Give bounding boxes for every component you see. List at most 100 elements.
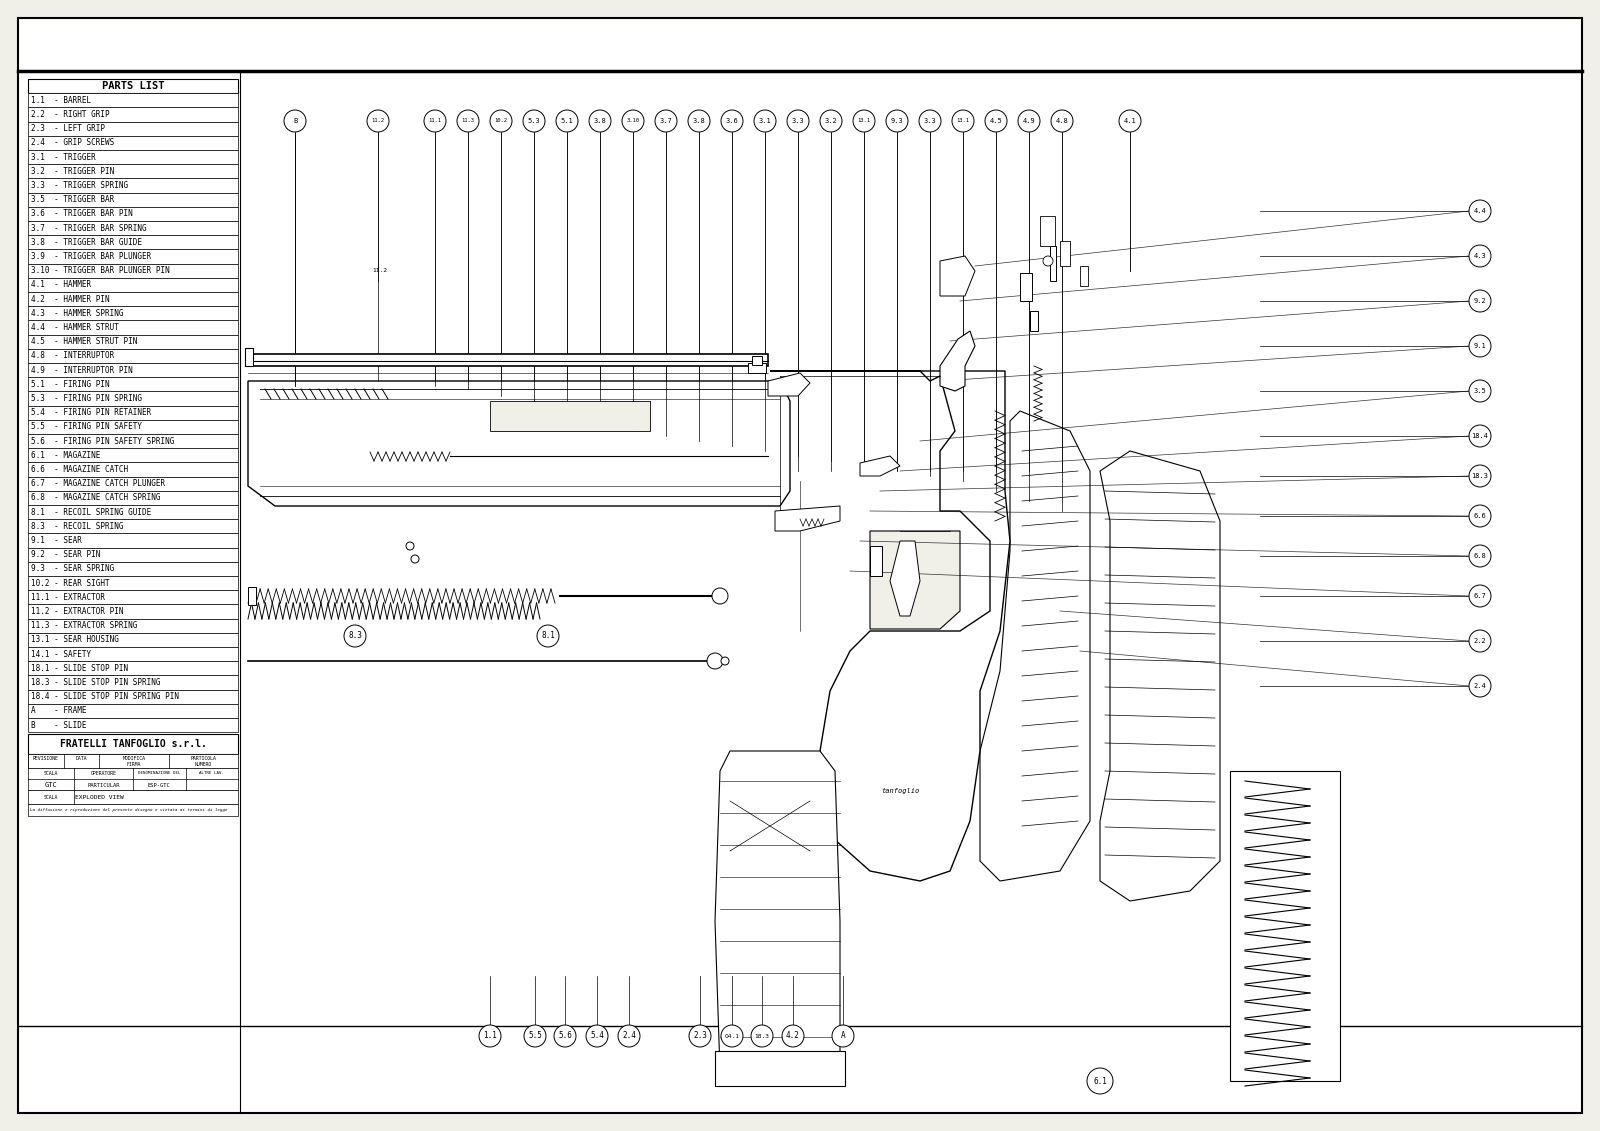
Bar: [29, 320, 238, 335]
Circle shape: [458, 110, 478, 132]
Bar: [29, 79, 238, 93]
Circle shape: [1469, 200, 1491, 222]
Text: 3.3  - TRIGGER SPRING: 3.3 - TRIGGER SPRING: [30, 181, 128, 190]
Circle shape: [688, 110, 710, 132]
Text: 6.6  - MAGAZINE CATCH: 6.6 - MAGAZINE CATCH: [30, 465, 128, 474]
Bar: [29, 547, 238, 562]
Circle shape: [750, 1025, 773, 1047]
Circle shape: [1118, 110, 1141, 132]
Text: 5.1: 5.1: [560, 118, 573, 124]
Circle shape: [1469, 675, 1491, 697]
Circle shape: [918, 110, 941, 132]
Bar: [870, 546, 882, 576]
Text: 3.8: 3.8: [693, 118, 706, 124]
Text: 3.3: 3.3: [792, 118, 805, 124]
Text: 6.8: 6.8: [1474, 553, 1486, 559]
Text: A: A: [840, 1031, 845, 1041]
Circle shape: [411, 555, 419, 563]
Text: 4.8: 4.8: [1056, 118, 1069, 124]
Text: 1.1  - BARREL: 1.1 - BARREL: [30, 96, 91, 105]
Text: B    - SLIDE: B - SLIDE: [30, 720, 86, 729]
Text: 3.8: 3.8: [594, 118, 606, 124]
Circle shape: [712, 588, 728, 604]
Bar: [1030, 311, 1038, 331]
Circle shape: [782, 1025, 805, 1047]
Circle shape: [754, 110, 776, 132]
Text: 6.6: 6.6: [1474, 513, 1486, 519]
Circle shape: [285, 110, 306, 132]
Text: NUMERO: NUMERO: [195, 761, 211, 767]
Polygon shape: [941, 256, 974, 296]
Text: GTC: GTC: [45, 783, 58, 788]
Text: MODIFICA: MODIFICA: [123, 756, 146, 761]
Circle shape: [722, 1025, 742, 1047]
Text: 4.8  - INTERRUPTOR: 4.8 - INTERRUPTOR: [30, 352, 114, 361]
Text: 3.6: 3.6: [726, 118, 738, 124]
Bar: [29, 363, 238, 378]
Text: 18.4: 18.4: [1472, 433, 1488, 439]
Polygon shape: [870, 530, 960, 629]
Text: 4.9  - INTERRUPTOR PIN: 4.9 - INTERRUPTOR PIN: [30, 365, 133, 374]
Circle shape: [1018, 110, 1040, 132]
Bar: [29, 264, 238, 278]
Bar: [490, 402, 650, 431]
Text: 11.3: 11.3: [461, 119, 475, 123]
Bar: [29, 335, 238, 348]
Text: 4.1  - HAMMER: 4.1 - HAMMER: [30, 280, 91, 290]
Bar: [1021, 273, 1032, 301]
Bar: [29, 292, 238, 307]
Polygon shape: [941, 331, 974, 391]
Circle shape: [1469, 465, 1491, 487]
Text: 10.2 - REAR SIGHT: 10.2 - REAR SIGHT: [30, 579, 110, 588]
Text: FRATELLI TANFOGLIO s.r.l.: FRATELLI TANFOGLIO s.r.l.: [59, 740, 206, 749]
Text: ESP-GTC: ESP-GTC: [147, 783, 171, 787]
Circle shape: [1469, 335, 1491, 357]
Bar: [29, 491, 238, 506]
Text: 4.4  - HAMMER STRUT: 4.4 - HAMMER STRUT: [30, 323, 118, 333]
Circle shape: [538, 625, 558, 647]
Text: 2.4  - GRIP SCREWS: 2.4 - GRIP SCREWS: [30, 138, 114, 147]
Bar: [749, 363, 766, 373]
Text: DENOMINAZIONE DEL: DENOMINAZIONE DEL: [138, 771, 181, 775]
Polygon shape: [770, 371, 1010, 881]
Bar: [29, 93, 238, 107]
Bar: [29, 391, 238, 406]
Text: 5.4: 5.4: [590, 1031, 603, 1041]
Bar: [29, 519, 238, 534]
Bar: [29, 590, 238, 604]
Polygon shape: [890, 541, 920, 616]
Text: 4.2: 4.2: [786, 1031, 800, 1041]
Text: DATA: DATA: [75, 756, 88, 761]
Circle shape: [1469, 380, 1491, 402]
Text: 8.3  - RECOIL SPRING: 8.3 - RECOIL SPRING: [30, 521, 123, 530]
Bar: [1050, 247, 1056, 280]
Text: 13.1 - SEAR HOUSING: 13.1 - SEAR HOUSING: [30, 636, 118, 645]
Text: 3.8  - TRIGGER BAR GUIDE: 3.8 - TRIGGER BAR GUIDE: [30, 238, 142, 247]
Text: La diffusione e riproduzione del presente disegno e vietata ai termini di legge: La diffusione e riproduzione del present…: [30, 809, 227, 812]
Text: 8.1  - RECOIL SPRING GUIDE: 8.1 - RECOIL SPRING GUIDE: [30, 508, 152, 517]
Text: 18.3: 18.3: [755, 1034, 770, 1038]
Bar: [29, 448, 238, 463]
Text: 4.3  - HAMMER SPRING: 4.3 - HAMMER SPRING: [30, 309, 123, 318]
Bar: [29, 576, 238, 590]
Text: 1.1: 1.1: [483, 1031, 498, 1041]
Bar: [29, 221, 238, 235]
Bar: [29, 307, 238, 320]
Bar: [29, 754, 238, 768]
Text: 3.1: 3.1: [758, 118, 771, 124]
Text: 3.1  - TRIGGER: 3.1 - TRIGGER: [30, 153, 96, 162]
Text: 3.2: 3.2: [824, 118, 837, 124]
Bar: [29, 675, 238, 690]
Text: SCALA: SCALA: [43, 795, 58, 800]
Text: 6.1  - MAGAZINE: 6.1 - MAGAZINE: [30, 451, 101, 460]
Text: tanfoglio: tanfoglio: [882, 788, 918, 794]
Text: 5.5  - FIRING PIN SAFETY: 5.5 - FIRING PIN SAFETY: [30, 422, 142, 431]
Text: 2.2: 2.2: [1474, 638, 1486, 644]
Bar: [29, 107, 238, 122]
Bar: [715, 1051, 845, 1086]
Text: 4.1: 4.1: [1123, 118, 1136, 124]
Text: 14.1 - SAFETY: 14.1 - SAFETY: [30, 649, 91, 658]
Bar: [29, 506, 238, 519]
Circle shape: [1043, 256, 1053, 266]
Circle shape: [1469, 545, 1491, 567]
